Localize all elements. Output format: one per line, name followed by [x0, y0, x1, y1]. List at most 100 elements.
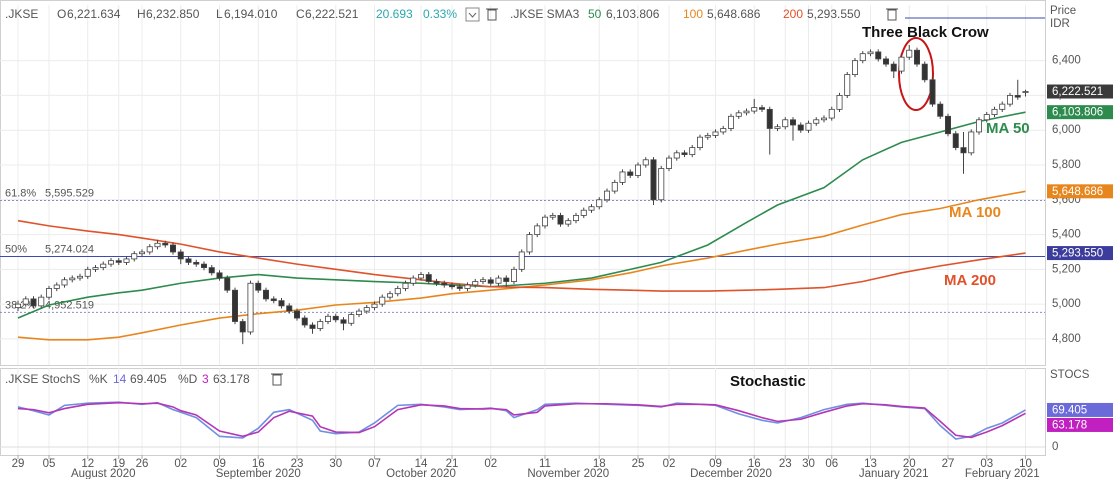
price-tag: [1047, 246, 1113, 261]
candle-body: [309, 324, 316, 329]
delete-button[interactable]: [886, 8, 898, 21]
trash-icon: [487, 9, 497, 21]
price-tag-label: 69.405: [1052, 404, 1087, 416]
candle-body: [177, 251, 184, 260]
y-tick-label: 0: [1052, 441, 1058, 453]
month-label: August 2020: [71, 468, 136, 479]
y-tick-label: 6,400: [1052, 55, 1081, 67]
month-label: October 2020: [386, 468, 456, 479]
sma-value: 5,293.550: [807, 7, 861, 21]
candle-body: [193, 261, 200, 265]
candle-body: [898, 56, 905, 72]
stoch-period: 3: [202, 372, 209, 386]
stoch-panel: [0, 368, 1046, 456]
delete-button[interactable]: [271, 373, 283, 386]
candle-body: [456, 286, 463, 289]
highlight-ellipse: [898, 37, 934, 111]
candle-body: [991, 108, 998, 115]
fib-value: 5,595.529: [45, 187, 94, 199]
candle-body: [1014, 95, 1021, 98]
candle-body: [573, 215, 580, 222]
annotation: MA 200: [944, 272, 996, 289]
change-pct: 0.33%: [423, 7, 457, 21]
y-tick-label: 5,800: [1052, 159, 1081, 171]
x-tick-label: 06: [825, 458, 838, 470]
candle-body: [549, 215, 556, 218]
x-tick-label: 16: [748, 458, 761, 470]
candle-body: [797, 124, 804, 131]
candle-body: [123, 258, 130, 263]
candle-body: [867, 51, 874, 55]
candle-body: [627, 171, 634, 176]
candle-body: [464, 284, 471, 289]
candle-body: [852, 60, 859, 75]
main-panel: [0, 0, 1046, 366]
annotation: MA 100: [949, 204, 1001, 221]
candle-body: [883, 58, 890, 65]
price-tag-label: 63.178: [1052, 419, 1087, 431]
candle-body: [751, 107, 758, 112]
study-name: .JKSE SMA3: [510, 7, 580, 21]
x-tick-label: 14: [415, 458, 428, 470]
sma-period: 100: [683, 7, 703, 21]
stoch-name: .JKSE StochS: [5, 372, 80, 386]
candle-body: [611, 181, 618, 192]
dropdown-button[interactable]: [465, 7, 480, 22]
candle-body: [534, 225, 541, 235]
symbol: .JKSE: [5, 7, 38, 21]
x-tick-label: 23: [291, 458, 304, 470]
x-tick-label: 03: [980, 458, 993, 470]
candle-body: [859, 53, 866, 62]
candle-body: [503, 277, 510, 282]
axis-title: Price: [1050, 5, 1076, 17]
candle-body: [53, 284, 60, 289]
candle-body: [689, 147, 696, 155]
candle-body: [441, 282, 448, 286]
candle-body: [510, 268, 517, 282]
candle-body: [200, 263, 207, 269]
candle-body: [666, 157, 673, 169]
candle-body: [185, 258, 192, 263]
candle-body: [588, 206, 595, 211]
price-tag: [1047, 402, 1113, 417]
candle-body: [635, 164, 642, 176]
candle-body: [774, 126, 781, 129]
x-tick-label: 18: [593, 458, 606, 470]
y-tick-label: 5,200: [1052, 263, 1081, 275]
fib-label: 61.8%: [5, 187, 36, 199]
candle-body: [890, 63, 897, 72]
candle-body: [921, 63, 928, 81]
candle-body: [790, 119, 797, 126]
candle-body: [255, 282, 262, 291]
x-tick-label: 26: [136, 458, 149, 470]
month-label: January 2021: [859, 468, 929, 479]
candle-body: [720, 128, 727, 133]
candle-body: [844, 74, 851, 96]
candle-body: [355, 310, 362, 315]
candle-body: [557, 215, 564, 225]
candle-body: [526, 234, 533, 253]
candle-body: [371, 303, 378, 309]
candle-body: [945, 115, 952, 135]
candle-body: [929, 79, 936, 105]
price-tag: [1047, 184, 1113, 199]
candle-body: [697, 136, 704, 149]
x-tick-label: 30: [802, 458, 815, 470]
fib-label: 50%: [5, 243, 27, 255]
month-label: February 2021: [965, 468, 1040, 479]
candle-body: [239, 321, 246, 333]
price-tag-label: 5,293.550: [1052, 248, 1103, 260]
candle-body: [286, 305, 293, 312]
x-tick-label: 07: [368, 458, 381, 470]
candle-body: [208, 267, 215, 274]
y-tick-label: 4,800: [1052, 333, 1081, 345]
candle-body: [131, 253, 138, 260]
candle-body: [704, 135, 711, 138]
field-key: L: [216, 7, 223, 21]
delete-button[interactable]: [486, 8, 498, 21]
candle-body: [100, 263, 107, 269]
candle-body: [673, 152, 680, 159]
candle-body: [92, 267, 99, 270]
